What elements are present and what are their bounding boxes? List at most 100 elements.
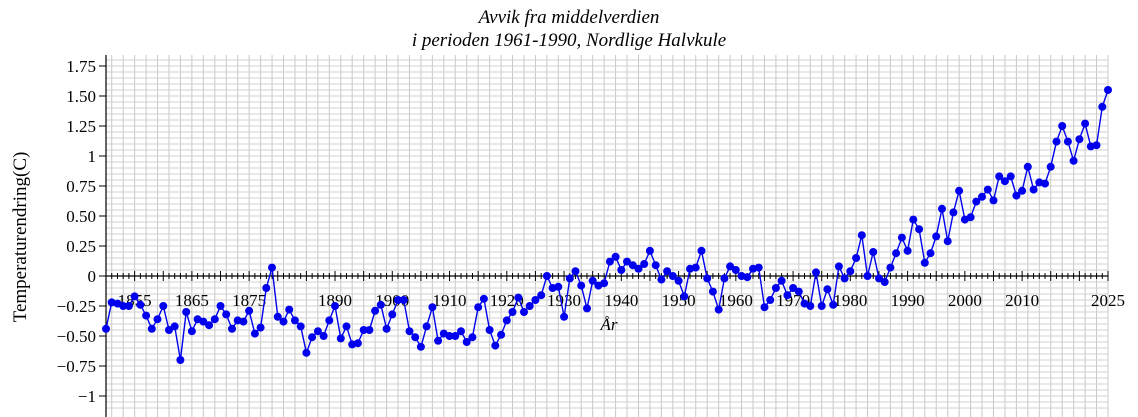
data-point bbox=[617, 266, 626, 274]
data-point bbox=[434, 336, 443, 345]
data-point bbox=[823, 285, 832, 294]
data-point bbox=[136, 300, 145, 309]
data-point bbox=[926, 249, 935, 258]
data-point bbox=[771, 284, 780, 292]
data-point bbox=[691, 263, 700, 272]
data-point bbox=[479, 294, 488, 303]
grid bbox=[106, 55, 1109, 417]
data-point bbox=[411, 333, 420, 342]
y-tick-label: 1.50 bbox=[66, 87, 96, 106]
data-point bbox=[468, 333, 477, 342]
x-axis-label: År bbox=[600, 315, 618, 334]
data-point bbox=[714, 305, 723, 314]
data-point bbox=[588, 276, 597, 285]
data-point bbox=[119, 302, 128, 310]
data-point bbox=[130, 292, 139, 301]
data-point bbox=[966, 213, 975, 222]
data-point bbox=[1075, 135, 1084, 144]
data-point bbox=[170, 322, 179, 331]
data-point bbox=[554, 282, 563, 291]
data-point bbox=[210, 315, 219, 324]
y-tick-label: 0.50 bbox=[66, 207, 96, 226]
y-tick-label: 1 bbox=[88, 147, 97, 166]
y-tick-label: 0.25 bbox=[66, 237, 96, 256]
data-point bbox=[915, 225, 924, 234]
data-point bbox=[222, 310, 231, 319]
data-point bbox=[165, 326, 173, 334]
y-tick-label: 1.25 bbox=[66, 117, 96, 136]
y-tick-label: −1 bbox=[78, 387, 96, 406]
data-point bbox=[531, 296, 540, 304]
data-point bbox=[302, 348, 311, 357]
data-point bbox=[187, 327, 196, 336]
data-point bbox=[1063, 137, 1072, 146]
data-point bbox=[972, 197, 981, 206]
data-point bbox=[176, 356, 185, 364]
data-point bbox=[1023, 162, 1032, 171]
data-point bbox=[754, 263, 763, 272]
data-point bbox=[949, 208, 958, 217]
data-point bbox=[583, 304, 591, 313]
data-point bbox=[382, 324, 391, 333]
data-point bbox=[571, 267, 580, 276]
data-point bbox=[308, 333, 317, 342]
data-point bbox=[537, 291, 546, 300]
data-point bbox=[760, 303, 769, 312]
data-point bbox=[834, 262, 843, 271]
chart-title-line-2: i perioden 1961-1990, Nordlige Halvkule bbox=[412, 30, 726, 51]
data-point bbox=[1018, 186, 1027, 195]
data-point bbox=[159, 302, 168, 310]
data-point bbox=[497, 330, 506, 339]
data-point bbox=[399, 296, 408, 304]
data-point bbox=[783, 291, 792, 300]
data-point bbox=[852, 254, 861, 262]
data-point bbox=[542, 272, 551, 280]
data-point bbox=[525, 302, 534, 310]
data-point bbox=[502, 316, 511, 325]
x-tick-label: 1910 bbox=[433, 291, 467, 310]
data-point bbox=[611, 252, 620, 261]
data-point bbox=[1069, 156, 1078, 165]
x-tick-label: 1930 bbox=[547, 291, 581, 310]
data-point bbox=[124, 302, 133, 310]
data-point bbox=[955, 186, 964, 195]
data-point bbox=[1041, 179, 1049, 188]
y-tick-label: 0.75 bbox=[66, 177, 96, 196]
y-tick-label: 1.75 bbox=[66, 57, 96, 76]
data-point bbox=[909, 215, 918, 224]
data-point bbox=[886, 263, 895, 272]
data-point bbox=[668, 272, 677, 280]
data-point bbox=[817, 302, 826, 310]
x-tick-label: 1875 bbox=[232, 291, 266, 310]
data-point bbox=[422, 322, 431, 331]
data-point bbox=[462, 338, 471, 346]
x-tick-label: 1890 bbox=[318, 291, 352, 310]
data-point bbox=[743, 273, 752, 282]
data-point bbox=[731, 266, 740, 274]
data-point bbox=[216, 302, 225, 310]
data-point bbox=[840, 274, 849, 283]
axes bbox=[105, 55, 1108, 417]
data-point bbox=[634, 264, 643, 273]
data-point bbox=[651, 261, 660, 270]
y-tick-label: −0.25 bbox=[57, 297, 96, 316]
data-point bbox=[228, 324, 236, 333]
x-tick-label: 1960 bbox=[719, 291, 753, 310]
data-point bbox=[319, 332, 328, 340]
data-point bbox=[1081, 119, 1090, 128]
data-point bbox=[903, 246, 912, 255]
data-point bbox=[416, 342, 425, 351]
data-point bbox=[1098, 102, 1107, 111]
data-point bbox=[451, 332, 460, 340]
x-tick-label: 1980 bbox=[833, 291, 867, 310]
data-point bbox=[983, 185, 992, 194]
data-point bbox=[457, 327, 465, 336]
data-point bbox=[336, 334, 345, 343]
data-point bbox=[989, 196, 998, 205]
x-tick-labels: 1855 1865 1875 1890 1900 1910 1920 1930 1940 1950… bbox=[105, 271, 1125, 310]
data-point bbox=[680, 292, 689, 301]
data-point bbox=[829, 300, 838, 309]
chart-title-line-1: Avvik fra middelverdien bbox=[477, 7, 660, 28]
data-point bbox=[812, 268, 820, 277]
data-point bbox=[880, 278, 889, 286]
